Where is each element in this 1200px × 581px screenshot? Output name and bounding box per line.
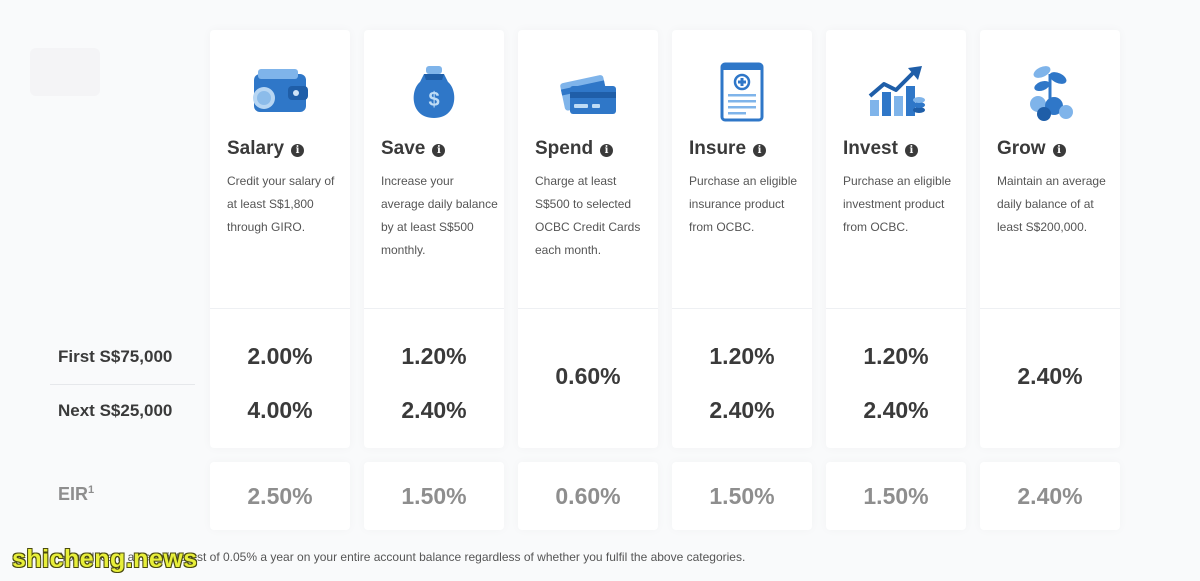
row-divider — [50, 384, 195, 385]
rate-first: 1.20% — [709, 343, 775, 369]
section-divider — [826, 308, 966, 309]
row-label-next: Next S$25,000 — [58, 401, 173, 420]
rate-first: 1.20% — [401, 343, 467, 369]
category-description: Purchase an eligible investment product … — [843, 174, 952, 234]
eir-value: 1.50% — [863, 483, 929, 509]
rate-next: 2.40% — [863, 397, 929, 423]
watermark: shicheng.news — [12, 545, 198, 573]
eir-value: 1.50% — [401, 483, 467, 509]
category-column-spend: Spend i Charge at least S$500 to selected… — [518, 30, 658, 448]
eir-value: 0.60% — [555, 483, 621, 509]
eir-cell-invest: 1.50% — [826, 462, 966, 530]
section-divider — [518, 308, 658, 309]
rate-first: 1.20% — [863, 343, 929, 369]
category-column-invest: Invest i Purchase an eligible investment … — [826, 30, 966, 448]
category-column-insure: Insure i Purchase an eligible insurance p… — [672, 30, 812, 448]
section-divider — [210, 308, 350, 309]
category-title: Salary i — [227, 138, 305, 160]
svg-text:$: $ — [428, 89, 439, 111]
eir-cell-insure: 1.50% — [672, 462, 812, 530]
plant-coins-icon — [1030, 66, 1073, 121]
eir-cell-grow: 2.40% — [980, 462, 1120, 530]
eir-cell-spend: 0.60% — [518, 462, 658, 530]
category-description: Increase your average daily balance by a… — [381, 174, 498, 257]
eir-value: 2.40% — [1017, 483, 1083, 509]
category-title: Spend i — [535, 138, 614, 160]
wallet-icon — [253, 69, 308, 112]
section-divider — [672, 308, 812, 309]
eir-cell-save: 1.50% — [364, 462, 504, 530]
category-title: Invest i — [843, 138, 918, 160]
rate-flat: 2.40% — [1017, 363, 1083, 389]
insurance-document-icon — [720, 62, 764, 122]
category-description: Purchase an eligible insurance product f… — [689, 174, 798, 234]
section-divider — [364, 308, 504, 309]
category-description: Charge at least S$500 to selected OCBC C… — [535, 174, 641, 257]
row-label-eir: EIR1 — [58, 484, 95, 504]
rate-next: 4.00% — [247, 397, 313, 423]
section-divider — [980, 308, 1120, 309]
category-description: Credit your salary of at least S$1,800 t… — [227, 174, 335, 234]
category-column-salary: Salary i Credit your salary of at least S… — [210, 30, 350, 448]
info-icon[interactable]: i — [432, 144, 446, 157]
credit-cards-icon — [560, 75, 616, 114]
growth-chart-icon — [868, 66, 925, 116]
eir-value: 1.50% — [709, 483, 775, 509]
money-bag-icon: $ — [413, 66, 455, 118]
category-title: Save i — [381, 138, 446, 160]
rate-flat: 0.60% — [555, 363, 621, 389]
eir-cell-salary: 2.50% — [210, 462, 350, 530]
eir-value: 2.50% — [247, 483, 313, 509]
rate-next: 2.40% — [401, 397, 467, 423]
logo-ghost — [30, 48, 100, 96]
category-title: Grow i — [997, 138, 1066, 160]
info-icon[interactable]: i — [904, 144, 918, 157]
category-column-grow: Grow i Maintain an average daily balance … — [980, 30, 1120, 448]
info-icon[interactable]: i — [753, 144, 767, 157]
info-icon[interactable]: i — [600, 144, 614, 157]
rate-next: 2.40% — [709, 397, 775, 423]
category-description: Maintain an average daily balance of at … — [997, 174, 1106, 234]
info-icon[interactable]: i — [291, 144, 305, 157]
category-title: Insure i — [689, 138, 767, 160]
rate-first: 2.00% — [247, 343, 313, 369]
row-label-first: First S$75,000 — [58, 347, 173, 366]
info-icon[interactable]: i — [1052, 144, 1066, 157]
footnote: Youwill earn a base interest of 0.05% a … — [60, 550, 746, 564]
category-column-save: $ Save i Increase your average daily bala… — [364, 30, 504, 448]
